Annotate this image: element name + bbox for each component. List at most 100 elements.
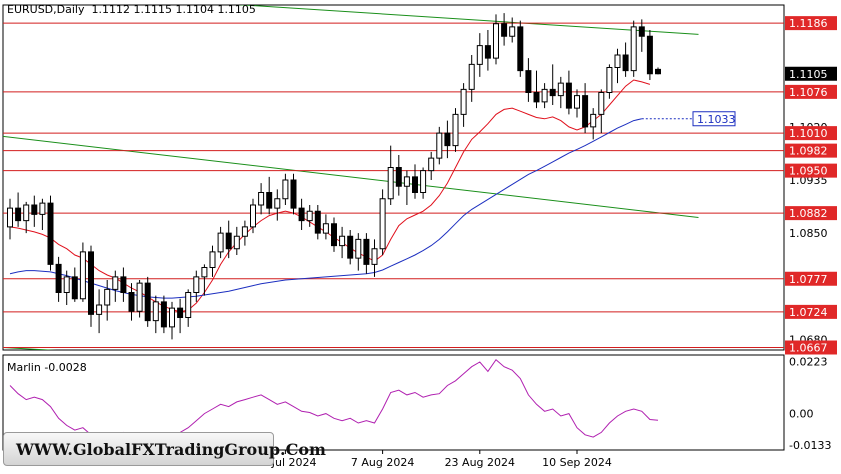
candle: [412, 164, 418, 199]
candle-body: [201, 267, 208, 278]
candle-body: [655, 68, 661, 75]
candle: [233, 226, 240, 255]
candle-body: [460, 88, 467, 115]
watermark: WWW.GlobalFXTradingGroup.Com: [3, 432, 326, 466]
candle: [363, 233, 370, 274]
candle: [128, 283, 135, 321]
candle-body: [233, 235, 240, 250]
oscillator-tick-label: 0.0223: [789, 355, 828, 368]
candle: [322, 214, 329, 240]
candle-body: [314, 210, 321, 234]
candle-body: [533, 92, 540, 103]
candle-body: [371, 248, 378, 265]
candle: [169, 301, 175, 340]
candle-body: [39, 202, 46, 215]
candle: [525, 58, 532, 102]
candle-body: [525, 70, 532, 93]
candle-body: [646, 35, 653, 75]
candle: [88, 245, 94, 327]
candle-body: [298, 207, 305, 222]
price-tick-label: 1.0850: [789, 227, 828, 240]
candle: [371, 239, 378, 277]
level-price-box: [785, 16, 837, 31]
candle-body: [128, 292, 135, 312]
candle: [590, 108, 597, 140]
date-label: 10 Sep 2024: [542, 456, 612, 469]
candle: [452, 108, 459, 152]
candle: [428, 151, 435, 180]
candle: [403, 170, 410, 205]
candle-body: [322, 223, 329, 234]
date-label: 23 Aug 2024: [445, 456, 515, 469]
candle: [444, 120, 451, 159]
candle-body: [217, 232, 224, 253]
candle-body: [403, 176, 410, 187]
candle: [258, 183, 265, 215]
candle-body: [493, 23, 499, 59]
candle-body: [452, 113, 459, 147]
candle: [420, 167, 427, 199]
candle-body: [225, 232, 232, 250]
candle-body: [209, 251, 216, 268]
candle: [565, 70, 572, 115]
candle: [136, 280, 143, 318]
candle-body: [444, 132, 451, 147]
candle-body: [47, 202, 54, 265]
candle: [15, 192, 22, 227]
candle-body: [574, 95, 580, 109]
candle: [96, 289, 103, 334]
candle: [339, 226, 346, 259]
candle-body: [7, 207, 13, 228]
candle-body: [557, 82, 564, 97]
candle: [606, 64, 613, 99]
candle-body: [331, 223, 337, 247]
candle-body: [266, 192, 273, 209]
candle: [549, 64, 556, 105]
candle-body: [428, 157, 435, 172]
candle: [331, 217, 337, 252]
candle-body: [55, 263, 62, 293]
candle: [71, 267, 78, 302]
candle-body: [258, 192, 265, 206]
candle: [217, 226, 224, 259]
candle: [55, 256, 62, 302]
trend-line-0: [236, 5, 699, 35]
candle: [177, 298, 184, 334]
candle-body: [420, 170, 427, 193]
chart-header: EURUSD,Daily 1.1112 1.1115 1.1104 1.1105: [7, 3, 256, 16]
candle: [395, 155, 402, 196]
candle-body: [476, 45, 483, 65]
candle: [509, 17, 516, 43]
candle: [120, 267, 127, 302]
candle: [638, 19, 645, 52]
level-price-box: [785, 206, 837, 221]
candle-body: [379, 198, 386, 250]
candle-body: [160, 301, 167, 328]
oscillator-tick-label: 0.00: [789, 408, 814, 421]
level-price-box: [785, 126, 837, 141]
candle-body: [250, 204, 256, 228]
red-moving-average: [9, 79, 651, 313]
candle-body: [541, 88, 548, 103]
candle: [290, 173, 297, 215]
level-price-label: 1.0982: [789, 145, 828, 158]
candle-body: [549, 88, 556, 97]
candle: [274, 189, 281, 221]
candle: [47, 195, 54, 271]
candle: [201, 264, 208, 296]
candle-body: [606, 67, 613, 93]
candle: [193, 270, 200, 302]
candle: [282, 173, 289, 205]
candle-body: [112, 276, 119, 290]
candle-body: [120, 276, 127, 293]
candle: [557, 76, 564, 109]
oscillator-tick-label: -0.0133: [789, 439, 831, 452]
candle: [387, 145, 394, 205]
candle-body: [144, 282, 151, 322]
candle: [436, 126, 443, 165]
candle-body: [501, 23, 508, 37]
candle-body: [177, 307, 184, 318]
candle-body: [152, 301, 159, 322]
candle: [533, 70, 540, 109]
oscillator-label: Marlin -0.0028: [7, 361, 87, 374]
